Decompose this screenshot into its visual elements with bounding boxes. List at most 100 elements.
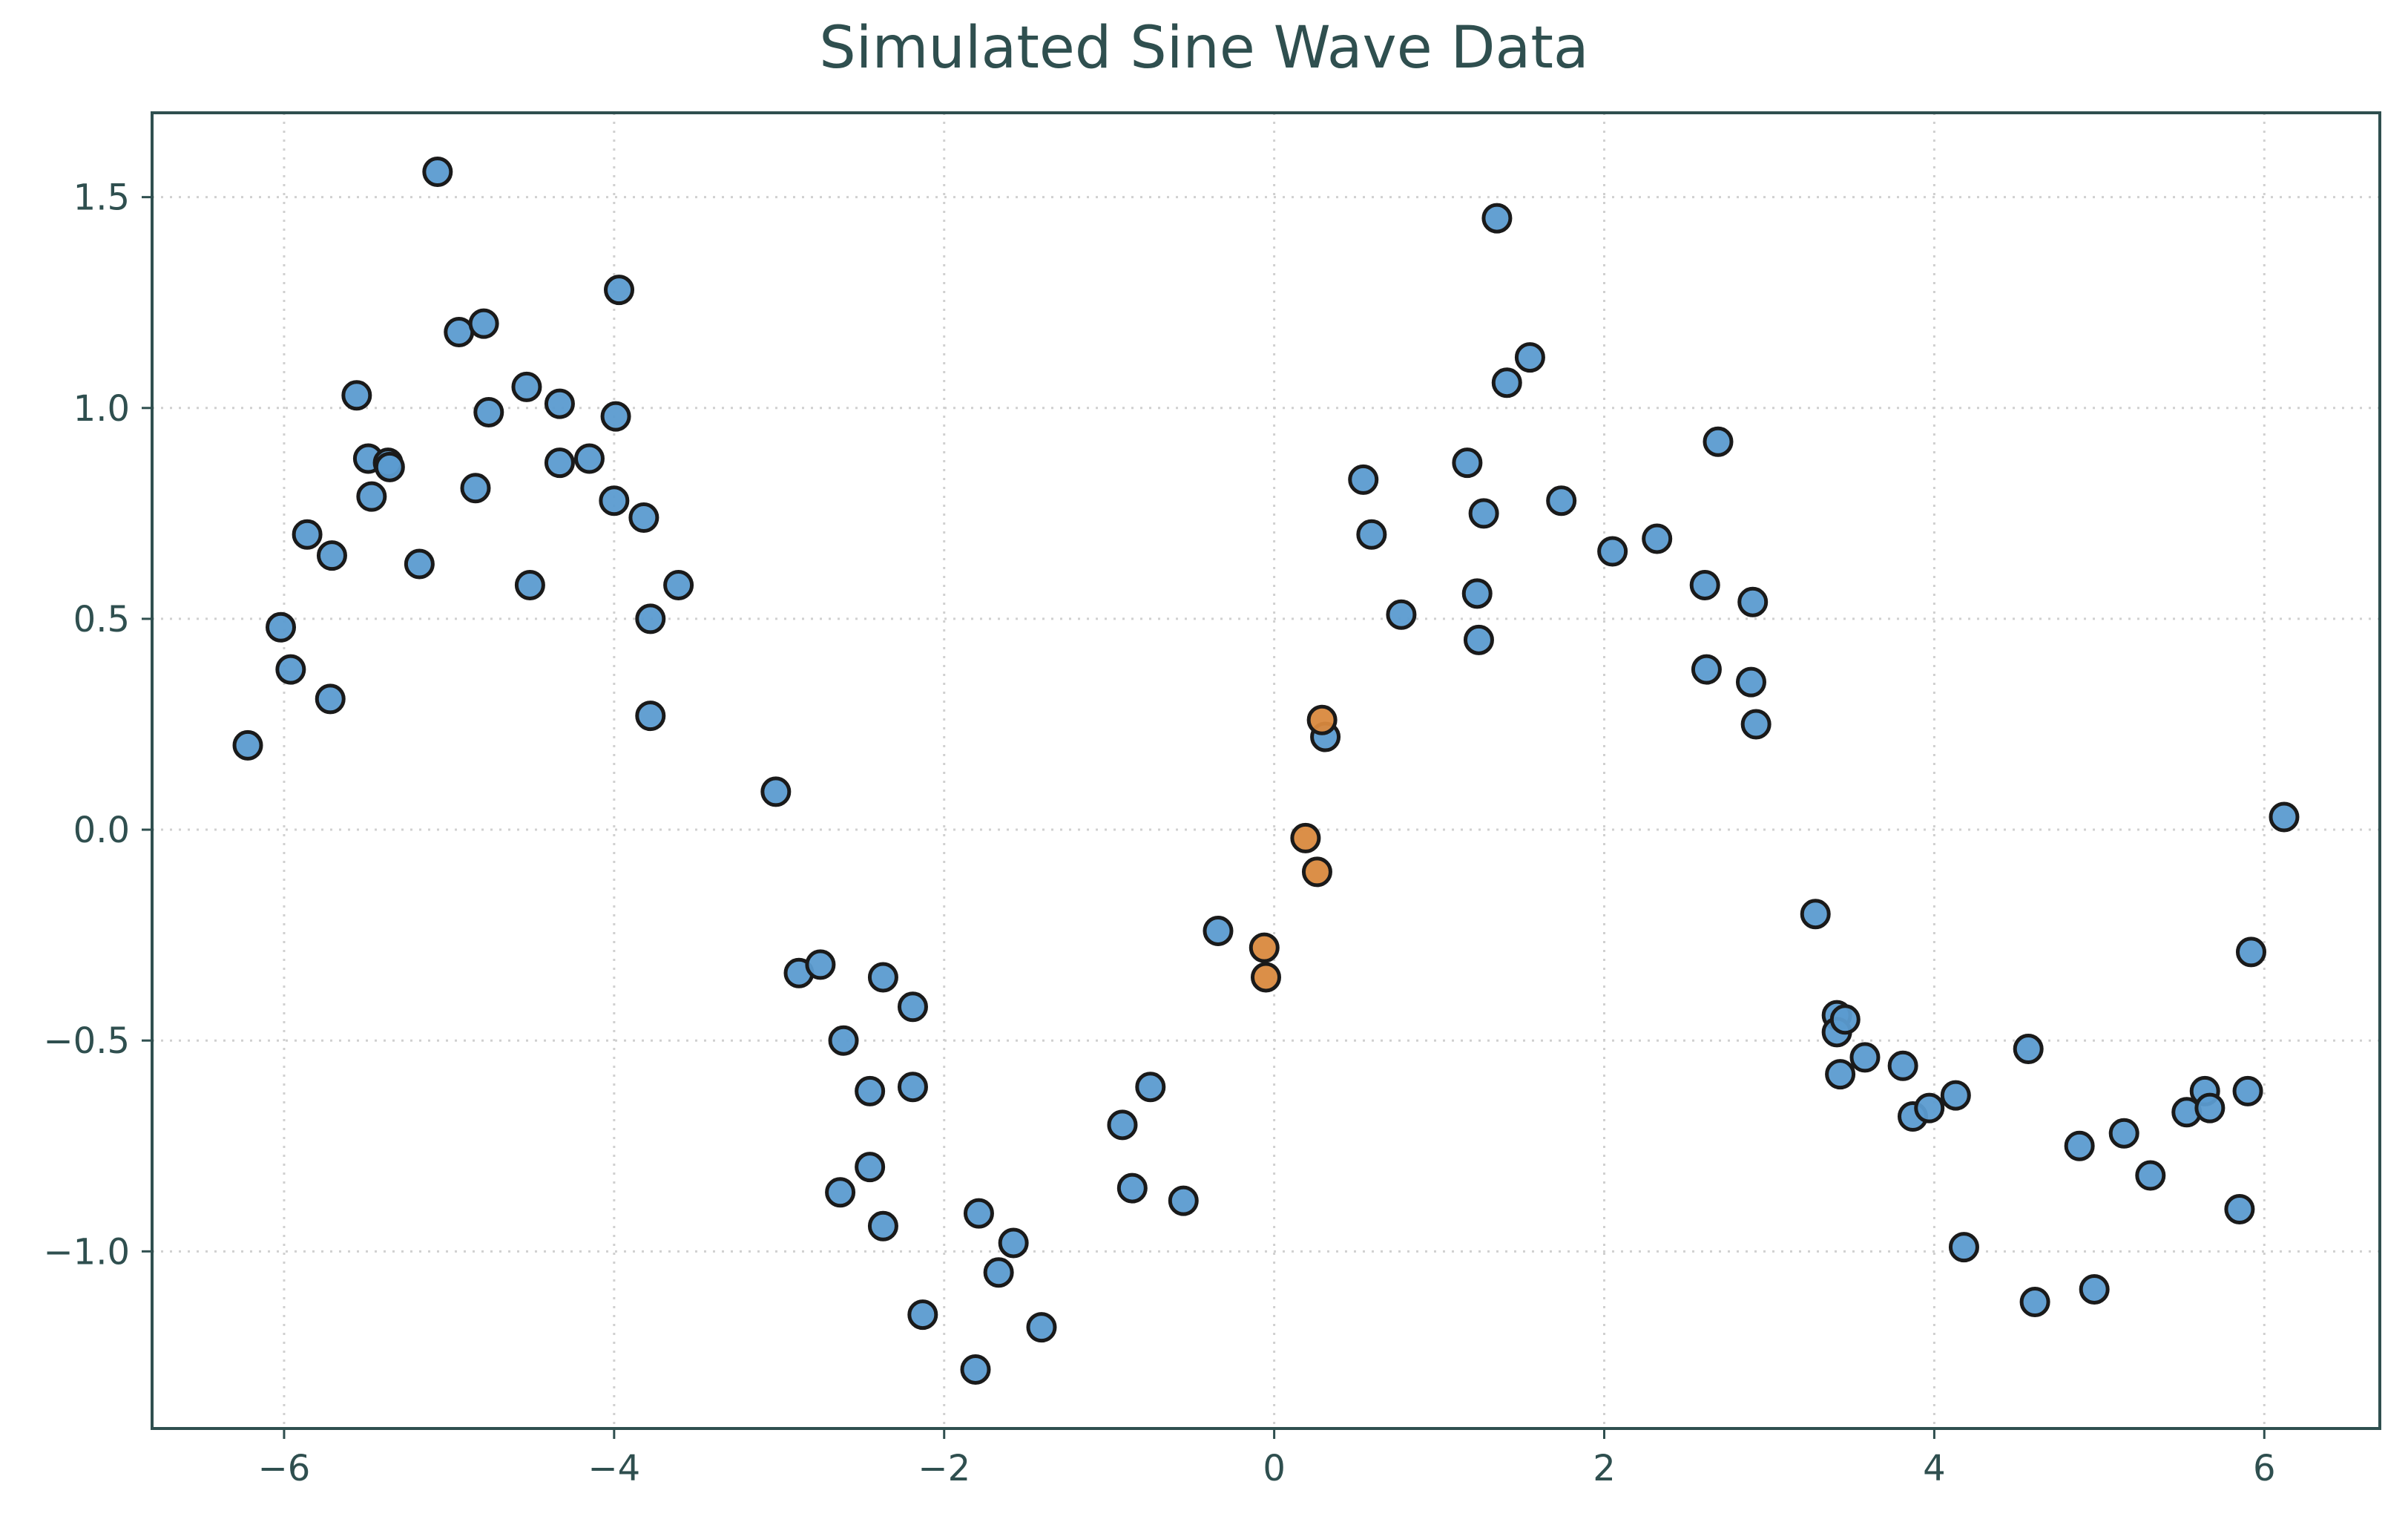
- data-point-series-1: [1386, 599, 1417, 630]
- data-point-series-1: [998, 1227, 1029, 1259]
- data-point-series-1: [2235, 937, 2266, 968]
- data-point-series-1: [1887, 1050, 1918, 1081]
- data-point-series-1: [867, 962, 898, 993]
- data-point-series-1: [514, 569, 545, 600]
- data-point-series-1: [983, 1257, 1014, 1288]
- data-point-series-1: [2194, 1092, 2226, 1124]
- data-point-series-1: [1829, 1004, 1861, 1035]
- data-point-series-1: [760, 776, 792, 807]
- x-tick-label: −4: [588, 1448, 640, 1489]
- data-point-series-1: [266, 611, 297, 643]
- data-point-series-2: [1251, 962, 1281, 993]
- data-point-series-1: [960, 1354, 991, 1385]
- data-point-series-1: [805, 949, 836, 980]
- data-point-series-1: [1703, 426, 1734, 457]
- data-point-series-1: [1348, 464, 1379, 495]
- data-point-series-1: [635, 603, 666, 634]
- x-tick-label: −2: [918, 1448, 970, 1489]
- data-point-series-1: [341, 380, 372, 411]
- data-point-series-1: [1642, 523, 1673, 554]
- data-point-series-1: [1481, 203, 1513, 234]
- data-point-series-1: [1452, 447, 1483, 479]
- data-point-series-1: [1107, 1109, 1138, 1141]
- data-point-series-1: [292, 519, 323, 550]
- data-point-series-1: [404, 548, 435, 580]
- data-point-series-1: [356, 481, 387, 512]
- data-point-series-1: [2108, 1118, 2139, 1149]
- y-tick-label: −1.0: [43, 1231, 130, 1273]
- data-point-series-1: [2013, 1034, 2044, 1065]
- data-point-series-1: [867, 1210, 898, 1241]
- data-point-series-1: [2224, 1194, 2255, 1224]
- data-point-series-1: [1940, 1080, 1971, 1111]
- data-point-series-1: [544, 447, 575, 479]
- data-point-series-1: [2079, 1273, 2110, 1305]
- data-point-series-1: [1825, 1059, 1856, 1090]
- data-point-series-1: [1740, 709, 1772, 740]
- chart-title: Simulated Sine Wave Data: [819, 15, 1589, 82]
- x-tick-label: 6: [2253, 1448, 2276, 1489]
- data-point-series-1: [1463, 624, 1494, 655]
- data-point-series-1: [855, 1075, 886, 1106]
- data-point-series-1: [1168, 1185, 1199, 1216]
- data-point-series-1: [1597, 536, 1628, 567]
- data-point-series-1: [1026, 1312, 1057, 1343]
- y-tick-label: 0.0: [73, 810, 130, 851]
- plot-frame: [151, 111, 2381, 1430]
- data-point-series-2: [1306, 704, 1338, 735]
- data-point-series-1: [1356, 519, 1387, 550]
- data-point-series-1: [1689, 569, 1720, 600]
- data-point-series-1: [825, 1177, 856, 1208]
- data-point-series-1: [316, 540, 347, 571]
- data-point-series-1: [897, 991, 928, 1023]
- data-point-series-2: [1290, 822, 1321, 853]
- data-point-series-1: [1461, 578, 1493, 609]
- data-point-series-1: [855, 1152, 886, 1183]
- y-tick-label: 1.0: [73, 388, 130, 430]
- data-point-series-1: [1737, 586, 1769, 617]
- y-tick-label: 0.5: [73, 599, 130, 640]
- data-point-series-1: [1203, 915, 1234, 946]
- x-tick-label: −6: [258, 1448, 311, 1489]
- data-point-series-1: [1914, 1092, 1945, 1124]
- data-point-series-1: [1546, 485, 1577, 516]
- y-tick-label: −0.5: [43, 1020, 130, 1062]
- data-point-series-1: [2232, 1075, 2263, 1106]
- data-point-series-1: [1691, 654, 1722, 685]
- data-point-series-1: [1514, 342, 1545, 373]
- data-point-series-1: [1948, 1232, 1979, 1263]
- data-point-series-1: [468, 308, 499, 339]
- data-point-series-1: [628, 502, 659, 534]
- data-point-series-1: [1800, 899, 1831, 930]
- x-tick-label: 4: [1923, 1448, 1946, 1489]
- data-point-series-1: [897, 1072, 928, 1103]
- data-point-series-1: [1116, 1172, 1148, 1204]
- data-point-series-1: [2019, 1287, 2050, 1318]
- data-point-series-2: [1249, 932, 1280, 963]
- data-point-series-1: [444, 317, 475, 347]
- data-point-series-1: [2064, 1130, 2095, 1161]
- y-tick-label: 1.5: [73, 177, 130, 219]
- data-point-series-1: [1135, 1072, 1166, 1103]
- data-point-series-1: [374, 451, 405, 482]
- data-point-series-1: [544, 388, 575, 419]
- data-point-series-1: [573, 443, 605, 474]
- data-point-series-1: [1735, 666, 1766, 698]
- data-point-series-1: [232, 729, 263, 761]
- data-point-series-1: [1849, 1042, 1881, 1073]
- x-tick-label: 0: [1263, 1448, 1286, 1489]
- data-point-series-1: [599, 485, 630, 516]
- data-point-series-1: [1491, 367, 1522, 398]
- data-point-series-1: [963, 1198, 994, 1229]
- data-point-series-1: [663, 569, 694, 600]
- data-point-series-1: [275, 654, 306, 685]
- data-point-series-1: [315, 683, 346, 715]
- data-point-series-1: [2135, 1160, 2166, 1191]
- data-point-series-1: [604, 275, 635, 306]
- data-point-series-1: [635, 701, 666, 732]
- data-point-series-1: [1468, 498, 1499, 529]
- data-point-series-1: [600, 401, 631, 432]
- data-point-series-1: [907, 1299, 938, 1331]
- data-point-series-1: [473, 396, 504, 427]
